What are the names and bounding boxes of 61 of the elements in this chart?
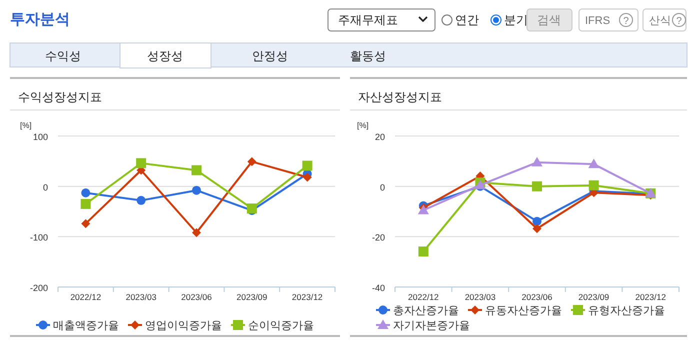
point [246, 203, 257, 214]
legend-label: 순이익증가율 [248, 320, 314, 332]
point [588, 180, 599, 190]
y-tick-label: 0 [380, 182, 385, 192]
text: 주재무제표 [338, 13, 398, 27]
text: IFRS [585, 15, 610, 27]
y-tick-label: 20 [374, 132, 385, 142]
text: 안정성 [252, 49, 288, 63]
text: 연간 [455, 13, 479, 27]
chart-title: 자산성장성지표 [358, 90, 442, 104]
x-tick-label: 2023/09 [236, 292, 268, 302]
y-tick-label: -20 [372, 232, 385, 243]
legend-label: 유형자산증가율 [588, 305, 665, 317]
legend-label: 영업이익증가율 [145, 320, 222, 332]
text: 수익성 [45, 49, 81, 63]
text: 활동성 [350, 49, 386, 63]
point [81, 188, 90, 198]
point [136, 158, 146, 168]
point [302, 160, 312, 171]
point [192, 165, 202, 176]
y-tick-label: -100 [30, 232, 48, 243]
x-tick-label: 2023/12 [292, 292, 323, 302]
point [192, 228, 201, 238]
text: 산식 [649, 15, 671, 27]
legend-label: 총자산증가율 [393, 305, 459, 317]
point [532, 156, 542, 166]
x-tick-label: 2023/03 [126, 292, 157, 302]
x-tick-label: 2022/12 [70, 292, 102, 302]
point [588, 158, 600, 168]
point [80, 198, 91, 209]
text: ? [623, 16, 630, 27]
point [136, 196, 146, 205]
x-tick-label: 2023/03 [464, 292, 496, 302]
text: ? [676, 16, 682, 27]
x-tick-label: 2023/09 [578, 292, 610, 302]
point [302, 172, 312, 182]
point [418, 246, 428, 257]
chart-title: 수익성장성지표 [18, 90, 102, 104]
text: 투자분석 [10, 11, 70, 28]
y-axis-title: [%] [357, 121, 369, 130]
point [192, 186, 201, 195]
legend-label: 유동자산증가율 [485, 305, 562, 317]
point [247, 157, 256, 166]
x-tick-label: 2023/06 [181, 292, 212, 302]
point [532, 224, 542, 234]
y-tick-label: -40 [372, 283, 385, 293]
legend-label: 매출액증가율 [53, 320, 119, 332]
x-tick-label: 2023/06 [522, 292, 553, 302]
text: 성장성 [147, 49, 183, 63]
x-tick-label: 2022/12 [408, 292, 440, 302]
y-axis-title: [%] [20, 121, 32, 130]
y-tick-label: -200 [30, 283, 48, 293]
x-tick-label: 2023/12 [635, 292, 666, 302]
legend-label: 자기자본증가율 [393, 320, 470, 332]
text: 검색 [537, 13, 561, 27]
point [532, 181, 542, 192]
point [81, 219, 90, 228]
y-tick-label: 100 [32, 132, 48, 142]
text: 분기 [504, 13, 528, 27]
y-tick-label: 0 [42, 182, 48, 192]
point [532, 216, 542, 226]
